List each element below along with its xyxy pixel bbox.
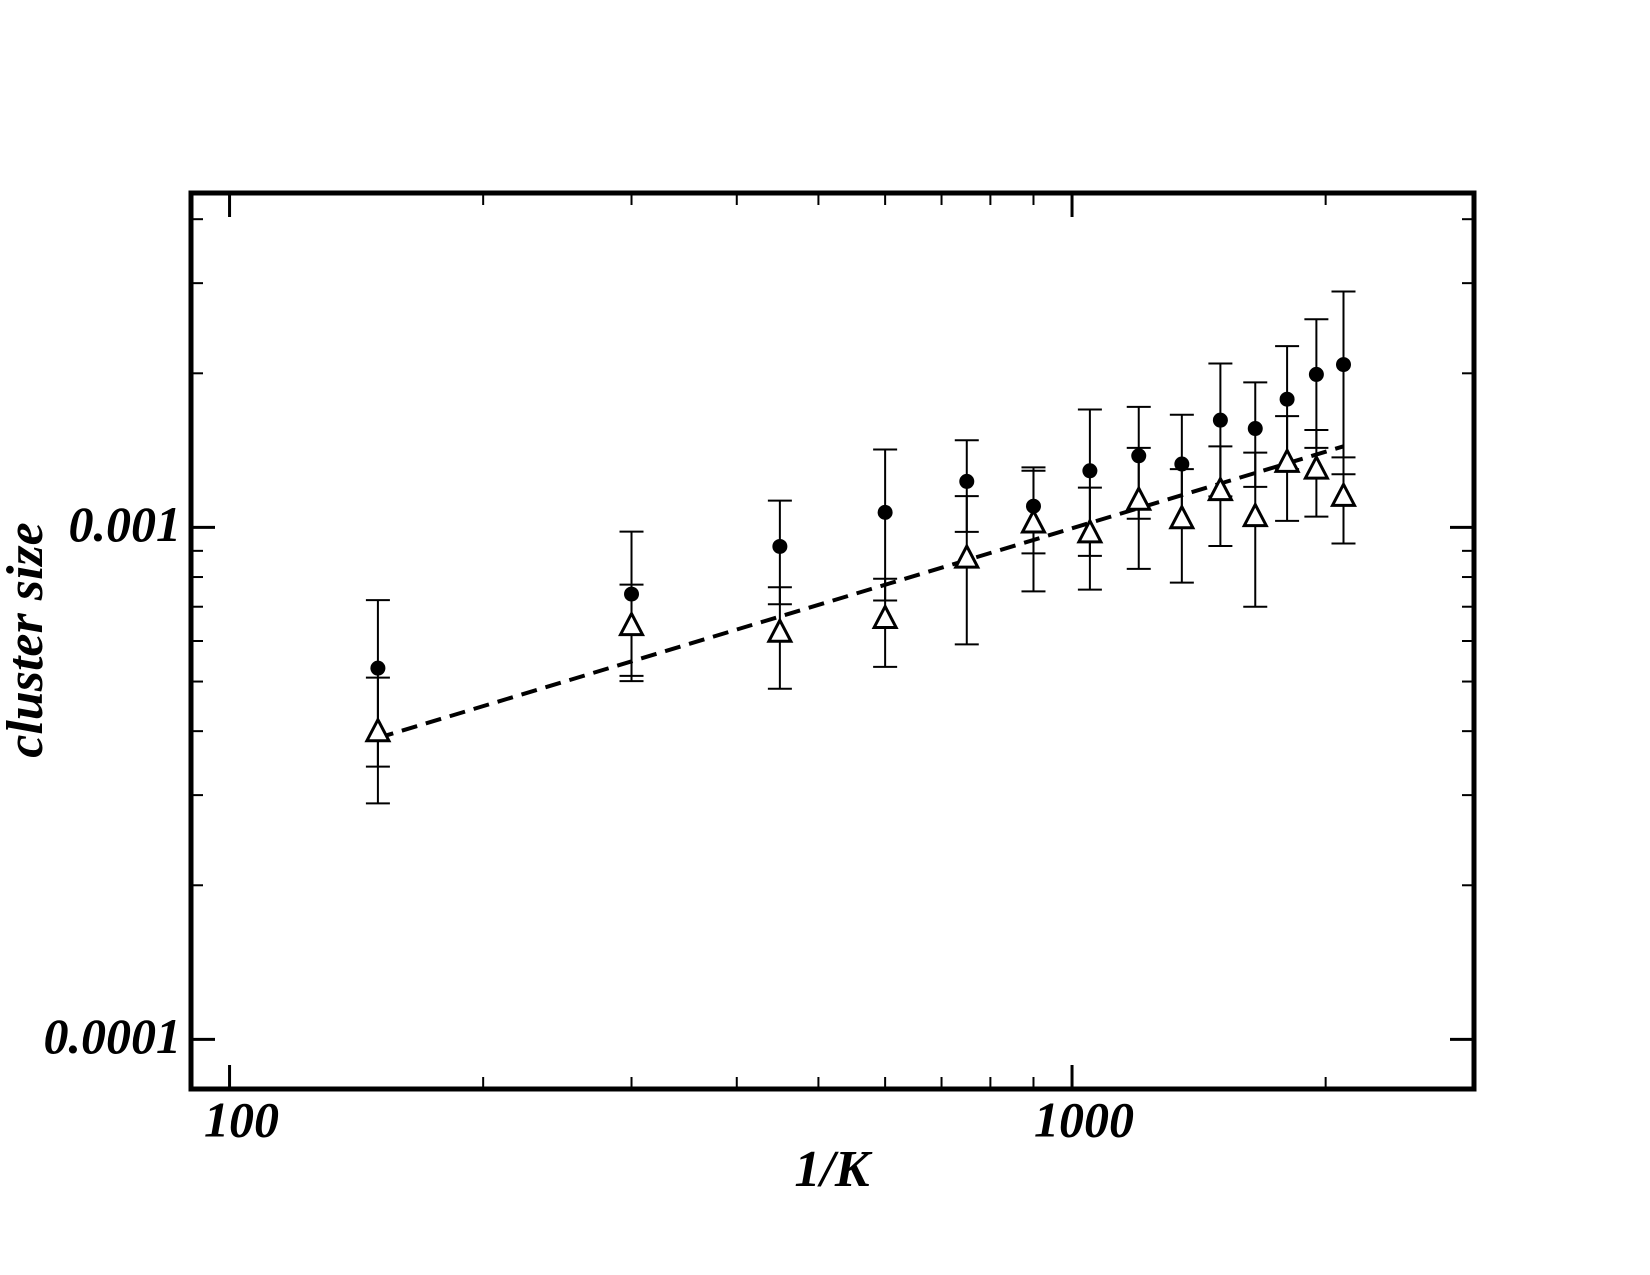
data-point [877,504,893,520]
data-point [1020,507,1047,534]
data-point [1125,485,1153,511]
data-point [772,538,788,554]
y-axis-label: cluster size [0,522,54,757]
data-point [1082,463,1098,479]
plot-frame [188,190,1477,1092]
data-point [1174,456,1190,472]
data-point [1330,481,1357,507]
error-bar [954,495,979,646]
data-point [766,617,794,643]
data-point [1206,475,1234,502]
x-tick-label: 100 [204,1091,279,1147]
data-point [1302,453,1330,480]
x-axis-label: 1/K [794,1141,872,1198]
data-point [1212,412,1228,428]
data-point [364,716,392,743]
data-point [871,603,899,629]
error-bar [1304,318,1329,449]
data-point [370,660,386,676]
data-point [1273,447,1301,473]
data-point [1076,517,1104,544]
data-point [1279,391,1295,407]
data-point [618,610,645,637]
data-point [1168,503,1196,530]
data-point [959,473,975,489]
data-point [1308,366,1324,382]
fit-line [377,444,1345,740]
data-point [1247,421,1263,437]
y-tick-label: 0.0001 [44,1008,182,1064]
data-point [953,542,981,569]
data-point [1241,501,1269,528]
data-point [1335,357,1351,373]
x-tick-label: 1000 [1034,1091,1134,1147]
error-bar [1243,451,1268,608]
y-tick-label: 0.001 [69,496,182,552]
